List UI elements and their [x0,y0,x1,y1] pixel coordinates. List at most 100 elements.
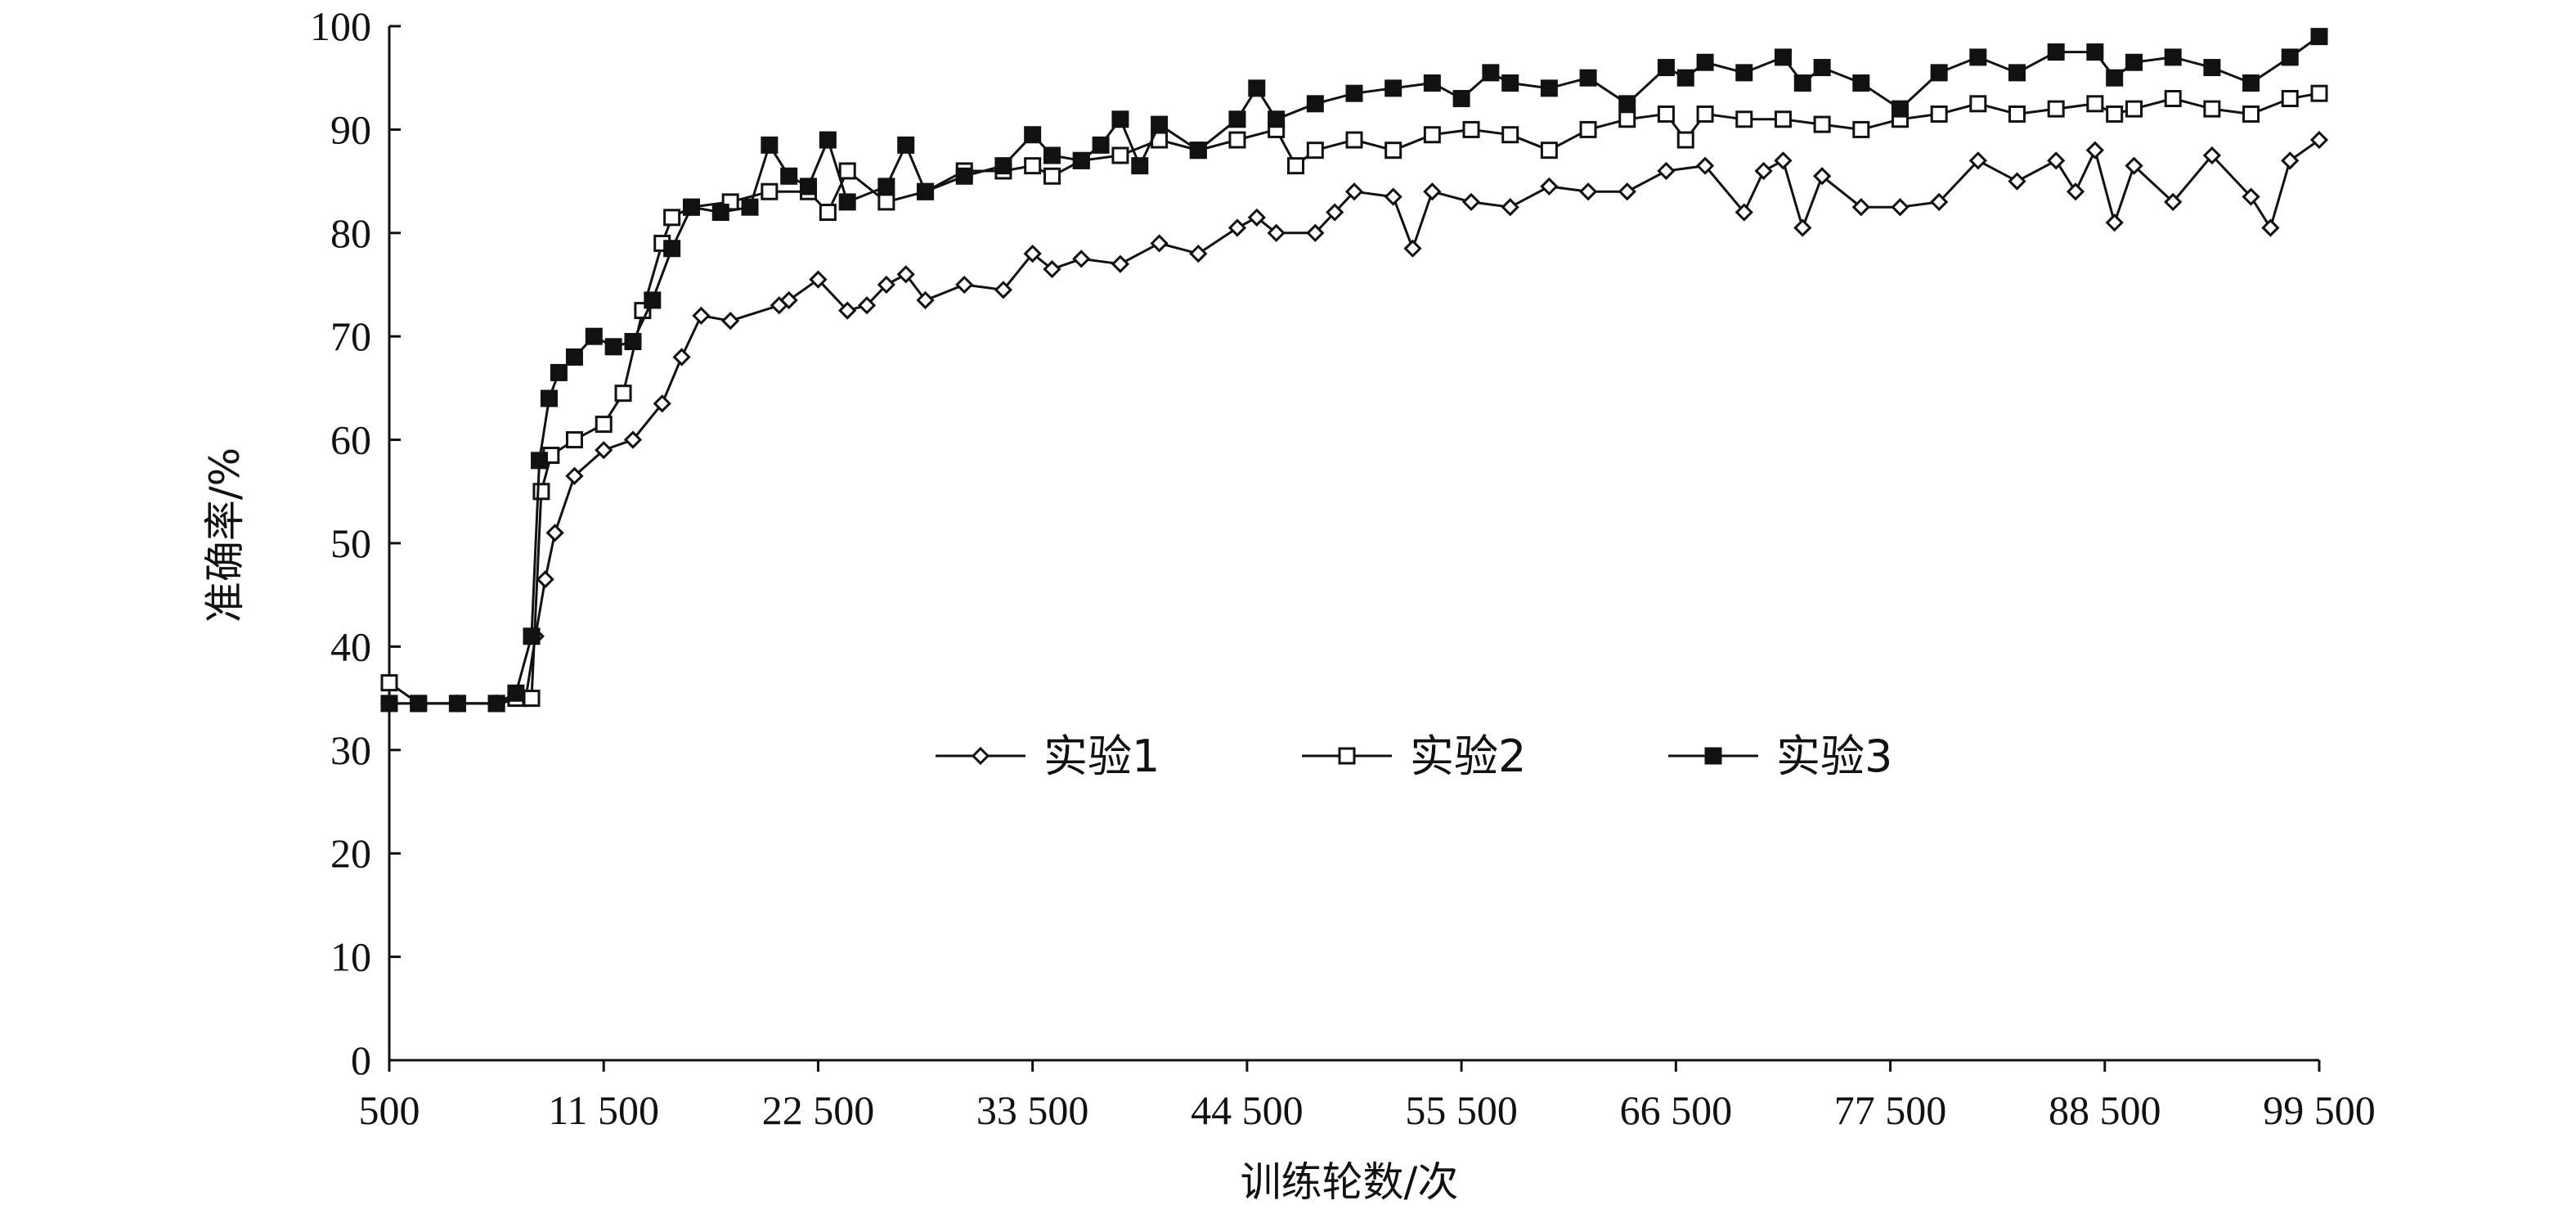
data-point [2008,105,2026,123]
y-tick-label: 80 [330,210,371,256]
data-point [545,524,564,542]
x-tick-label: 22 500 [762,1087,875,1133]
data-point [1344,182,1364,201]
data-point [2008,64,2026,82]
data-point [2164,192,2183,212]
data-point [1813,59,1831,77]
data-point [877,275,896,295]
data-point [1306,223,1325,242]
data-point [2281,89,2299,107]
legend-label: 实验1 [1043,731,1160,782]
data-point [1891,100,1909,118]
data-point [800,178,818,196]
x-tick-label: 33 500 [976,1087,1089,1133]
data-point [1227,218,1247,237]
data-point [2242,105,2260,123]
data-point [2242,187,2260,206]
data-point [1423,126,1441,144]
data-point [1676,69,1694,87]
data-point [1657,59,1675,77]
data-point [663,240,681,258]
data-point [1618,110,1636,128]
x-tick-label: 66 500 [1620,1087,1733,1133]
series-line [389,138,2320,705]
x-axis-title: 训练轮数/次 [1241,1158,1459,1206]
y-tick-label: 50 [330,520,371,566]
data-point [1696,53,1714,71]
data-point [448,695,466,713]
data-point [1461,192,1481,212]
data-point [955,275,974,295]
data-point [1189,244,1208,263]
data-point [1092,136,1110,154]
data-point [1793,74,1811,92]
data-point [1735,203,1753,222]
y-tick-label: 0 [351,1037,371,1083]
data-point [1695,156,1715,175]
data-point [1540,79,1558,97]
data-point [1306,95,1324,113]
data-point [1579,120,1597,138]
data-point [2203,59,2221,77]
data-point [1501,126,1519,144]
data-point [2105,214,2124,232]
data-point [917,182,935,200]
data-point [1286,157,1304,175]
data-point [1969,48,1987,66]
series-2 [380,84,2328,713]
data-point [1696,105,1714,123]
data-point [565,431,583,449]
data-point [595,441,613,460]
data-point [2106,105,2124,123]
y-tick-label: 40 [330,623,371,669]
data-point [1676,131,1694,149]
data-point [2164,48,2182,66]
x-tick-label: 55 500 [1405,1087,1518,1133]
data-point [2281,48,2299,66]
data-point [2203,100,2221,118]
data-point [1338,747,1356,765]
data-point [955,167,973,185]
data-point [819,131,837,149]
data-point [2310,84,2328,102]
data-point [1462,120,1480,138]
data-point [565,466,584,485]
data-point [523,690,541,708]
data-point [1540,177,1559,196]
legend-label: 实验2 [1410,731,1526,782]
data-point [682,198,700,216]
data-point [2085,141,2104,160]
data-point [2086,95,2104,113]
data-point [1578,182,1598,201]
data-point [1754,161,1773,181]
chart-axes [388,25,2321,1072]
data-point [1657,161,1676,181]
data-point [410,695,428,713]
data-point [761,182,779,200]
y-tick-label: 60 [330,417,371,463]
data-point [2047,43,2065,61]
data-point [672,348,691,366]
data-point [624,333,642,351]
data-point [1969,95,1987,113]
y-tick-label: 100 [310,3,371,49]
data-point [1384,187,1402,206]
data-point [1024,157,1042,175]
data-point [644,291,662,309]
data-point [1043,167,1061,185]
data-point [380,674,398,692]
data-point [2125,100,2143,118]
data-point [2086,43,2104,61]
data-point [1345,84,1363,102]
data-point [741,198,759,216]
x-tick-label: 44 500 [1191,1087,1304,1133]
data-point [2125,156,2143,175]
x-tick-label: 99 500 [2263,1087,2376,1133]
legend-label: 实验3 [1776,731,1892,782]
data-point [1540,142,1558,160]
data-point [779,290,798,310]
data-point [2281,151,2300,170]
legend-item-3: 实验3 [1668,731,1892,782]
x-tick-label: 88 500 [2049,1087,2161,1133]
data-point [1774,151,1793,170]
